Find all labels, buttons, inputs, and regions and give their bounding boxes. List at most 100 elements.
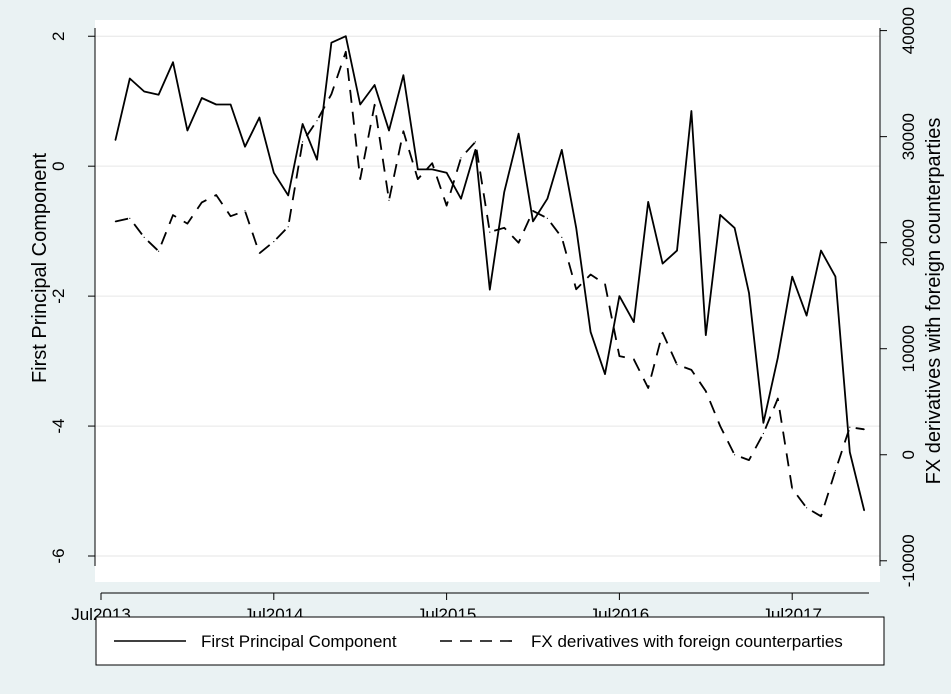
data-point xyxy=(719,425,721,427)
data-point xyxy=(388,129,390,132)
data-point xyxy=(129,77,131,80)
data-point xyxy=(417,178,419,180)
data-point xyxy=(114,220,116,223)
data-point xyxy=(345,35,347,37)
data-point xyxy=(273,172,275,174)
data-point xyxy=(287,194,289,196)
data-point xyxy=(258,252,260,254)
data-point xyxy=(762,432,765,435)
data-point xyxy=(604,283,606,285)
data-point xyxy=(460,157,462,159)
data-point xyxy=(791,488,793,490)
data-point xyxy=(431,168,433,170)
data-point xyxy=(719,214,721,216)
data-point xyxy=(302,123,304,125)
data-point xyxy=(863,509,865,512)
data-point xyxy=(330,42,332,44)
data-point xyxy=(618,355,621,357)
y-tick-label: -2 xyxy=(49,289,68,304)
y2-tick-label: 0 xyxy=(899,450,918,459)
data-point xyxy=(201,201,203,203)
y2-tick-label: 30000 xyxy=(899,113,918,160)
data-point xyxy=(244,210,246,212)
data-point xyxy=(518,242,520,244)
data-point xyxy=(503,227,505,229)
legend: First Principal Component FX derivatives… xyxy=(95,616,885,666)
data-point xyxy=(662,263,664,265)
y2-tick-label: -10000 xyxy=(899,534,918,587)
data-point xyxy=(647,387,649,389)
data-point xyxy=(460,198,462,200)
data-point xyxy=(690,369,693,371)
data-point xyxy=(777,357,779,359)
data-point xyxy=(474,149,476,151)
data-point xyxy=(114,139,116,141)
data-point xyxy=(172,61,174,63)
data-point xyxy=(446,205,448,207)
data-point xyxy=(791,276,793,278)
data-point xyxy=(561,149,563,151)
data-point xyxy=(388,199,390,201)
series-layer xyxy=(114,35,866,518)
data-point xyxy=(863,428,865,430)
legend-label-fx-derivatives: FX derivatives with foreign counterparti… xyxy=(531,632,843,651)
data-point xyxy=(230,103,232,106)
data-point xyxy=(633,321,635,323)
data-point xyxy=(446,172,448,174)
data-point xyxy=(489,231,491,233)
data-point xyxy=(316,120,318,122)
gridlines xyxy=(95,35,880,557)
data-point xyxy=(590,331,592,333)
data-point xyxy=(633,358,635,360)
data-point xyxy=(604,373,606,375)
data-point xyxy=(374,84,376,86)
data-point xyxy=(503,191,505,193)
data-point xyxy=(359,178,361,180)
data-point xyxy=(532,220,534,222)
data-point xyxy=(489,289,491,291)
data-point xyxy=(806,315,808,317)
legend-label-first-principal-component: First Principal Component xyxy=(201,632,397,651)
data-point xyxy=(734,227,736,229)
data-point xyxy=(402,130,404,132)
data-point xyxy=(748,292,750,294)
data-point xyxy=(244,146,246,148)
data-point xyxy=(676,250,678,252)
data-point xyxy=(748,459,750,461)
data-point xyxy=(518,133,520,135)
data-point xyxy=(143,90,145,93)
data-point xyxy=(258,116,260,119)
data-point xyxy=(820,250,822,252)
data-point xyxy=(834,276,837,278)
y-tick-label: 2 xyxy=(49,32,68,41)
y-tick-label: -6 xyxy=(49,548,68,563)
data-point xyxy=(676,364,678,366)
data-point xyxy=(330,93,332,95)
data-point xyxy=(820,515,822,517)
data-point xyxy=(359,103,361,106)
data-point xyxy=(777,398,779,400)
data-point xyxy=(849,426,851,428)
data-point xyxy=(575,227,577,229)
data-point xyxy=(590,273,592,276)
data-point xyxy=(129,217,131,219)
y-axis-title: First Principal Component xyxy=(29,153,51,384)
data-point xyxy=(431,162,433,164)
data-point xyxy=(158,94,160,96)
data-point xyxy=(690,110,693,112)
plot-background xyxy=(95,20,880,582)
data-point xyxy=(561,236,563,238)
data-point xyxy=(273,241,275,243)
data-point xyxy=(618,295,621,297)
data-point xyxy=(345,51,347,53)
data-point xyxy=(287,226,289,228)
data-point xyxy=(546,198,549,200)
data-point xyxy=(474,141,476,143)
data-point xyxy=(302,141,304,143)
y-tick-label: 0 xyxy=(49,161,68,170)
data-point xyxy=(158,250,160,252)
y2-axis-title: FX derivatives with foreign counterparti… xyxy=(923,118,945,485)
data-point xyxy=(230,215,232,217)
y-tick-label: -4 xyxy=(49,419,68,434)
y2-tick-label: 40000 xyxy=(899,7,918,54)
